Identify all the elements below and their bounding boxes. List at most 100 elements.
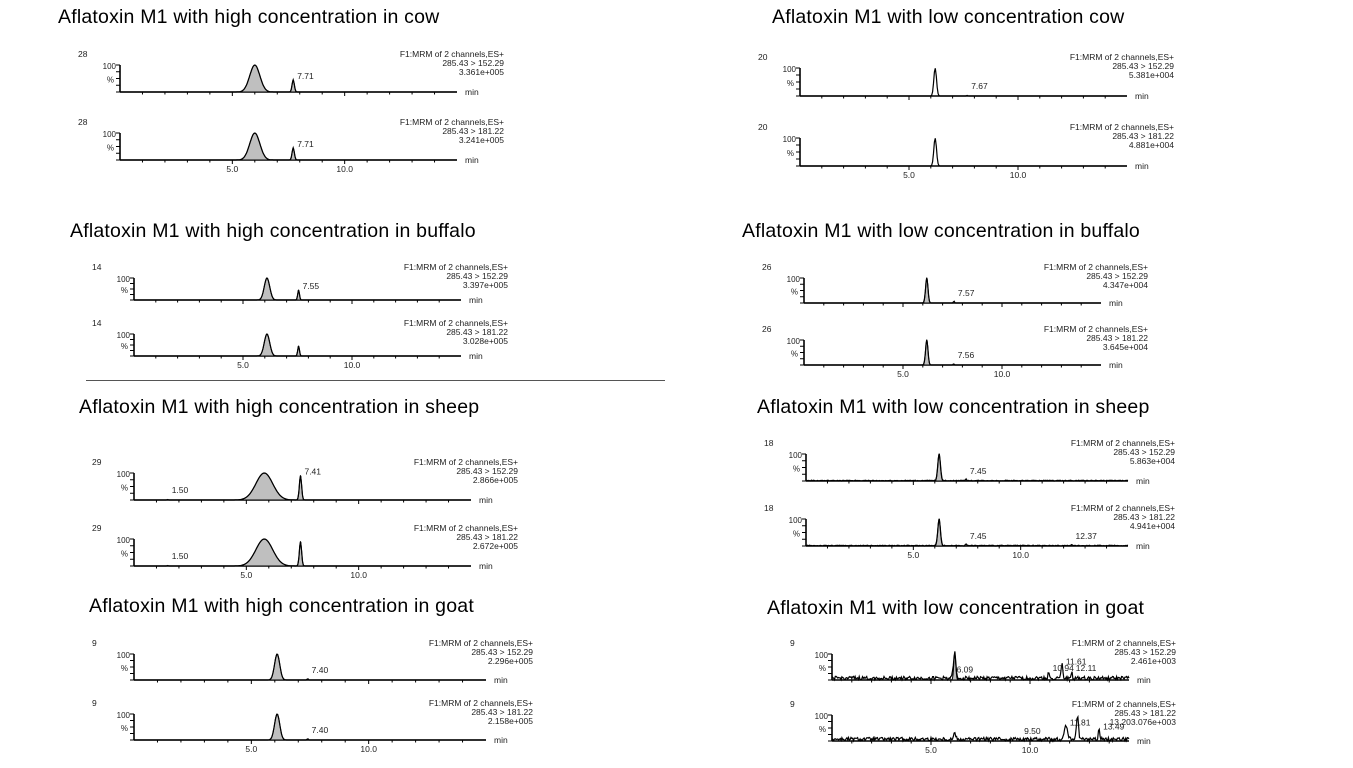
channel-label: F1:MRM of 2 channels,ES+ <box>400 49 504 59</box>
intensity-label: 5.863e+004 <box>1130 456 1175 466</box>
intensity-label: 13.203.076e+003 <box>1110 717 1177 727</box>
chart-title-low-buffalo: Aflatoxin M1 with low concentration in b… <box>742 220 1140 242</box>
trace-line <box>800 68 1127 97</box>
transition-label: 285.43 > 152.29 <box>1114 647 1176 657</box>
transition-label: 285.43 > 181.22 <box>1086 333 1148 343</box>
trace-id-label: 28 <box>78 117 88 127</box>
x-unit-label: min <box>1136 476 1150 486</box>
peak-label: 1.50 <box>172 551 189 561</box>
y-unit-label: % <box>793 530 800 539</box>
x-tick-label: 10.0 <box>336 164 353 174</box>
channel-label: F1:MRM of 2 channels,ES+ <box>429 698 533 708</box>
x-unit-label: min <box>469 295 483 305</box>
trace-1: 9 F1:MRM of 2 channels,ES+285.43 > 152.29… <box>790 638 1176 685</box>
trace-1: 28 F1:MRM of 2 channels,ES+285.43 > 152.2… <box>78 49 504 97</box>
channel-label: F1:MRM of 2 channels,ES+ <box>404 318 508 328</box>
x-unit-label: min <box>479 561 493 571</box>
trace-2: 26 F1:MRM of 2 channels,ES+285.43 > 181.2… <box>762 324 1148 379</box>
x-tick-label: 5.0 <box>903 170 915 180</box>
y-tick-label: 100 <box>787 337 801 346</box>
x-tick-label: 10.0 <box>350 570 367 580</box>
chart-title-high-cow: Aflatoxin M1 with high concentration in … <box>58 6 440 28</box>
peak-label: 7.41 <box>304 467 321 477</box>
trace-id-label: 18 <box>764 438 774 448</box>
y-unit-label: % <box>121 484 128 493</box>
x-unit-label: min <box>465 155 479 165</box>
trace-id-label: 26 <box>762 324 772 334</box>
trace-id-label: 20 <box>758 52 768 62</box>
intensity-label: 2.866e+005 <box>473 475 518 485</box>
trace-line <box>134 713 486 741</box>
intensity-label: 4.941e+004 <box>1130 521 1175 531</box>
intensity-label: 5.381e+004 <box>1129 70 1174 80</box>
chromatogram-high-cow: 28 F1:MRM of 2 channels,ES+ 285.43 > 152.2… <box>72 47 522 193</box>
y-unit-label: % <box>107 76 114 85</box>
peak-label: 7.56 <box>958 350 975 360</box>
chromatogram-high-sheep: 29 F1:MRM of 2 channels,ES+ 285.43 > 152.2… <box>86 455 536 597</box>
y-unit-label: % <box>819 725 826 734</box>
trace-line <box>134 277 461 301</box>
trace-2: 9 F1:MRM of 2 channels,ES+285.43 > 181.22… <box>92 698 533 754</box>
intensity-label: 3.028e+005 <box>463 336 508 346</box>
transition-label: 285.43 > 152.29 <box>442 58 504 68</box>
chart-title-low-sheep: Aflatoxin M1 with low concentration in s… <box>757 396 1150 418</box>
chromatogram-low-goat: 9 F1:MRM of 2 channels,ES+ 285.43 > 152.29… <box>784 636 1194 768</box>
trace-id-label: 9 <box>790 699 795 709</box>
channel-label: F1:MRM of 2 channels,ES+ <box>1044 262 1148 272</box>
x-tick-label: 5.0 <box>925 745 937 755</box>
x-unit-label: min <box>1109 298 1123 308</box>
trace-line <box>831 651 1130 683</box>
peak-label: 10.94 <box>1053 663 1075 673</box>
y-unit-label: % <box>121 550 128 559</box>
transition-label: 285.43 > 181.22 <box>442 126 504 136</box>
y-tick-label: 100 <box>789 451 803 460</box>
chart-title-high-sheep: Aflatoxin M1 with high concentration in … <box>79 396 480 418</box>
channel-label: F1:MRM of 2 channels,ES+ <box>1044 324 1148 334</box>
chromatogram-low-sheep: 18 F1:MRM of 2 channels,ES+ 285.43 > 152.2… <box>758 436 1193 576</box>
trace-line <box>120 132 457 161</box>
intensity-label: 4.347e+004 <box>1103 280 1148 290</box>
y-unit-label: % <box>121 286 128 295</box>
intensity-label: 3.361e+005 <box>459 67 504 77</box>
y-tick-label: 100 <box>117 275 131 284</box>
trace-line <box>134 333 461 357</box>
y-unit-label: % <box>819 664 826 673</box>
x-tick-label: 10.0 <box>1022 745 1039 755</box>
x-tick-label: 5.0 <box>907 550 919 560</box>
trace-id-label: 28 <box>78 49 88 59</box>
x-tick-label: 10.0 <box>994 369 1011 379</box>
channel-label: F1:MRM of 2 channels,ES+ <box>414 523 518 533</box>
transition-label: 285.43 > 181.22 <box>1114 708 1176 718</box>
x-tick-label: 5.0 <box>240 570 252 580</box>
transition-label: 285.43 > 152.29 <box>1112 61 1174 71</box>
intensity-label: 3.645e+004 <box>1103 342 1148 352</box>
y-unit-label: % <box>121 724 128 733</box>
trace-2: 20 F1:MRM of 2 channels,ES+285.43 > 181.2… <box>758 122 1174 180</box>
peak-label: 11.81 <box>1070 718 1091 728</box>
transition-label: 285.43 > 152.29 <box>1113 447 1175 457</box>
trace-1: 18 F1:MRM of 2 channels,ES+285.43 > 152.2… <box>764 438 1175 486</box>
intensity-label: 2.672e+005 <box>473 541 518 551</box>
transition-label: 285.43 > 181.22 <box>456 532 518 542</box>
trace-id-label: 9 <box>790 638 795 648</box>
transition-label: 285.43 > 152.29 <box>446 271 508 281</box>
y-tick-label: 100 <box>815 712 829 721</box>
transition-label: 285.43 > 152.29 <box>471 647 533 657</box>
chart-title-low-cow: Aflatoxin M1 with low concentration cow <box>772 6 1125 28</box>
peak-label: 7.67 <box>971 81 988 91</box>
trace-line <box>134 472 471 501</box>
y-unit-label: % <box>121 664 128 673</box>
y-unit-label: % <box>107 144 114 153</box>
trace-1: 20 F1:MRM of 2 channels,ES+285.43 > 152.2… <box>758 52 1174 101</box>
trace-line <box>831 714 1130 744</box>
peak-label: 1.50 <box>172 485 189 495</box>
chromatogram-high-goat: 9 F1:MRM of 2 channels,ES+ 285.43 > 152.29… <box>86 636 551 766</box>
trace-1: 26 F1:MRM of 2 channels,ES+285.43 > 152.2… <box>762 262 1148 308</box>
y-tick-label: 100 <box>117 331 131 340</box>
x-unit-label: min <box>469 351 483 361</box>
trace-2: 28 F1:MRM of 2 channels,ES+285.43 > 181.2… <box>78 117 504 174</box>
peak-label: 7.40 <box>312 665 329 675</box>
trace-id-label: 14 <box>92 262 102 272</box>
channel-label: F1:MRM of 2 channels,ES+ <box>429 638 533 648</box>
x-unit-label: min <box>494 735 508 745</box>
